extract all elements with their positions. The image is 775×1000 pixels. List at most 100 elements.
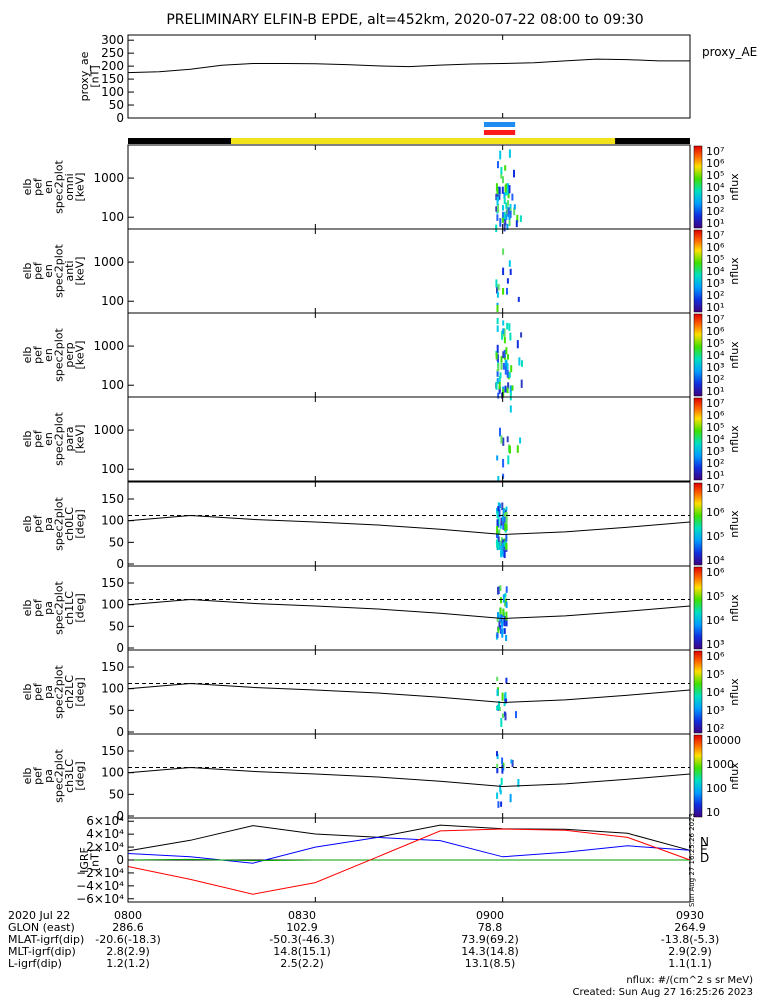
colorbar-4-label: nflux [728, 510, 741, 538]
colorbar-5-tick: 10⁴ [706, 614, 725, 627]
colorbar-2-tick: 10⁴ [706, 349, 725, 362]
ylabel-line: [deg] [73, 677, 86, 706]
energy-perp-pixel [496, 318, 499, 325]
energy-perp-ytick-label: 1000 [93, 339, 124, 353]
energy-anti-pixel [506, 287, 508, 295]
pitch-ch1LC-pixel [500, 628, 502, 634]
energy-perp-pixel [502, 351, 505, 359]
energy-panel-perp-frame [127, 312, 691, 398]
footer-cell: 2.9(2.9) [668, 945, 712, 958]
energy-perp-pixel [496, 344, 499, 354]
energy-perp-ytick-label: 100 [101, 378, 124, 392]
colorbar-3 [693, 397, 703, 481]
energy-perp-pixel [507, 354, 509, 360]
pitch-ch0LC-loss-cone [127, 514, 691, 536]
energy-perp-pixel [507, 382, 510, 389]
energy-omni-pixel [499, 218, 502, 227]
energy-omni-pixel [509, 204, 512, 211]
energy-perp-pixel [506, 370, 509, 378]
energy-panel-omni-frame [127, 144, 691, 230]
colorbar-7-label: nflux [728, 762, 741, 790]
pitch-ch2LC-loss-cone [127, 682, 691, 704]
energy-anti-pixel [502, 267, 505, 276]
pitch-ch2LC-pixel [504, 692, 507, 699]
footer-cell: -50.3(-46.3) [269, 933, 335, 946]
energy-omni-pixel [507, 207, 510, 216]
colorbar-1-tick: 10¹ [706, 301, 724, 314]
pitch-ch3LC-pixel [497, 801, 500, 808]
pitch-ch0LC-pixel [497, 531, 500, 540]
proxy-ae-ylabel: proxy_ae[nT] [78, 51, 102, 101]
pitch-ch0LC-pixel [503, 542, 506, 550]
pitch-ch3LC-pixel [500, 777, 503, 785]
ylabel-line: [deg] [73, 509, 86, 538]
pitch-ch2LC-ytick-label: 50 [109, 703, 124, 717]
colorbar-0-tick: 10³ [706, 193, 724, 206]
energy-perp-pixel [509, 332, 512, 341]
footer-cell: 264.9 [674, 921, 706, 934]
energy-omni-pixel [513, 204, 516, 210]
science-zone-bar-blue [483, 122, 516, 127]
footer-cell: 0930 [676, 909, 704, 922]
energy-perp-pixel [521, 360, 523, 367]
plot-title: PRELIMINARY ELFIN-B EPDE, alt=452km, 202… [166, 12, 643, 28]
proxy-ae-ytick-label: 150 [101, 72, 124, 86]
energy-omni-pixel [506, 206, 509, 215]
ylabel-line: pef [31, 261, 44, 280]
igrf-ytick-label: 6×10⁴ [86, 814, 124, 828]
pitch-ch2LC-pixel [501, 713, 504, 719]
pitch-ch0LC-pixel [502, 546, 505, 551]
colorbar-5-label: nflux [728, 594, 741, 622]
pitch-ch2LC-pixel [505, 677, 508, 684]
energy-para-pixel [516, 445, 519, 453]
igrf-total-line [127, 824, 691, 852]
colorbar-0-tick: 10⁵ [706, 169, 724, 182]
ylabel-line: pef [31, 429, 44, 448]
pitch-ch3LC-ytick-label: 50 [109, 787, 124, 801]
colorbar-0-tick: 10¹ [706, 217, 724, 230]
pitch-ch0LC-pixel [503, 512, 506, 517]
energy-perp-pixel [501, 330, 504, 340]
ylabel-line: elb [21, 179, 34, 196]
energy-perp-pixel [506, 387, 509, 394]
orbit-bar-night [615, 138, 690, 144]
pitch-ch1LC-pixel [503, 628, 506, 634]
pitch-ch2LC-pixel [501, 692, 504, 701]
colorbar-7-tick: 10 [706, 806, 720, 819]
energy-anti-pixel [502, 248, 505, 255]
ylabel-line: pef [31, 766, 44, 785]
ylabel-line: [deg] [73, 761, 86, 790]
igrf-ytick-label: 2×10⁴ [86, 840, 124, 854]
energy-anti-ytick-label: 100 [101, 294, 124, 308]
energy-omni-pixel [519, 215, 522, 222]
igrf-ytick-label: 0 [116, 853, 124, 867]
footer-row-label: L-igrf(dip) [8, 957, 62, 970]
energy-omni-pixel [495, 224, 498, 233]
energy-perp-pixel [495, 382, 498, 390]
energy-perp-pixel [503, 349, 506, 358]
energy-omni-pixel [503, 211, 506, 220]
ylabel-line: elb [21, 516, 34, 533]
energy-perp-pixel [497, 392, 500, 399]
footer-row-label: 2020 Jul 22 [8, 909, 71, 922]
colorbar-0 [693, 145, 703, 229]
ylabel-line: en [42, 180, 55, 194]
energy-omni-pixel [507, 200, 509, 206]
ylabel-line: en [42, 432, 55, 446]
ylabel-line: pa [42, 601, 55, 615]
colorbar-6-tick: 10³ [706, 704, 724, 717]
energy-anti-pixel [506, 278, 509, 284]
energy-perp-pixel [504, 385, 507, 393]
pitch-ch0LC-pixel [497, 502, 500, 510]
pitch-ch0LC-pixel [502, 508, 505, 514]
pitch-ch1LC-pixel [505, 617, 508, 627]
pitch-ch0LC-pixel [505, 512, 508, 521]
colorbar-1-tick: 10⁴ [706, 265, 725, 278]
ylabel-line: spec2plot [52, 665, 65, 719]
colorbar-4 [693, 482, 703, 566]
pitch-ch1LC-pixel [501, 630, 504, 638]
pitch-ch1LC-loss-cone [127, 598, 691, 620]
energy-para-pixel [507, 455, 510, 465]
colorbar-2-tick: 10³ [706, 361, 724, 374]
